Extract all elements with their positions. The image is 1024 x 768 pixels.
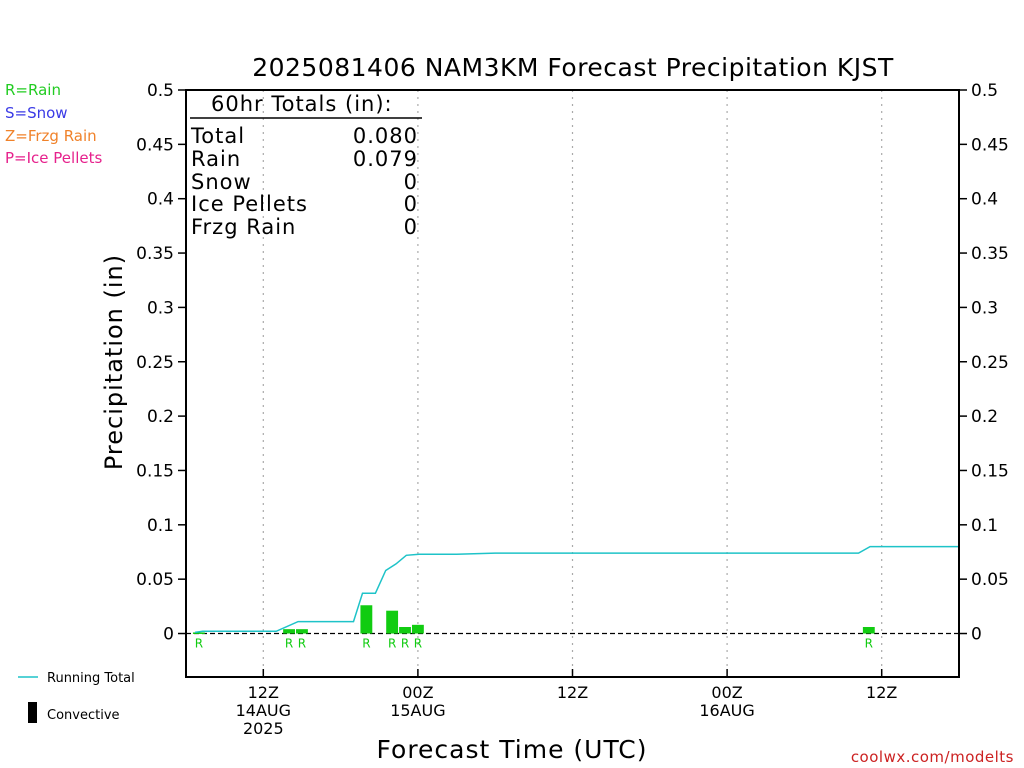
totals-label-total: Total bbox=[190, 124, 245, 148]
precip-type-label-1: R bbox=[285, 637, 293, 651]
totals-label-snow: Snow bbox=[191, 170, 252, 194]
totals-value-ice-pellets: 0 bbox=[404, 192, 418, 216]
x-tick-label-4-0: 12Z bbox=[866, 683, 897, 702]
legend-frzg-rain: Z=Frzg Rain bbox=[5, 127, 97, 145]
bottom-legend: Running Total Convective bbox=[18, 671, 135, 723]
y-tick-label-right-4: 0.2 bbox=[971, 407, 998, 427]
y-tick-label-left-9: 0.45 bbox=[136, 135, 174, 155]
totals-value-total: 0.080 bbox=[353, 124, 418, 148]
y-tick-label-left-10: 0.5 bbox=[147, 81, 174, 101]
running-total-polyline bbox=[194, 545, 959, 634]
totals-label-frzg-rain: Frzg Rain bbox=[191, 215, 296, 239]
precip-type-label-0: R bbox=[195, 637, 203, 651]
y-tick-label-left-4: 0.2 bbox=[147, 407, 174, 427]
x-tick-label-1-0: 00Z bbox=[402, 683, 433, 702]
precip-bar-6 bbox=[411, 624, 424, 634]
y-tick-label-right-2: 0.1 bbox=[971, 516, 998, 536]
precip-bar-2 bbox=[296, 629, 308, 634]
y-tick-label-right-1: 0.05 bbox=[971, 570, 1009, 590]
x-tick-label-0-0: 12Z bbox=[248, 683, 279, 702]
grid-lines bbox=[262, 90, 883, 677]
totals-header: 60hr Totals (in): bbox=[211, 92, 393, 116]
y-tick-label-right-7: 0.35 bbox=[971, 244, 1009, 264]
y-axis-label: Precipitation (in) bbox=[100, 254, 128, 470]
precip-type-label-5: R bbox=[401, 637, 409, 651]
chart-title: 2025081406 NAM3KM Forecast Precipitation… bbox=[252, 53, 894, 82]
y-tick-label-right-9: 0.45 bbox=[971, 135, 1009, 155]
legend-snow: S=Snow bbox=[5, 104, 68, 122]
y-tick-label-right-8: 0.4 bbox=[971, 190, 998, 210]
y-tick-label-left-8: 0.4 bbox=[147, 190, 174, 210]
x-tick-label-1-1: 15AUG bbox=[390, 701, 445, 720]
y-tick-label-left-5: 0.25 bbox=[136, 353, 174, 373]
y-tick-label-left-6: 0.3 bbox=[147, 298, 174, 318]
y-tick-label-right-3: 0.15 bbox=[971, 461, 1009, 481]
totals-box: 60hr Totals (in): Total 0.080 Rain 0.079… bbox=[190, 92, 422, 239]
type-legend: R=Rain S=Snow Z=Frzg Rain P=Ice Pellets bbox=[5, 81, 102, 167]
precip-type-label-2: R bbox=[298, 637, 306, 651]
legend-ice-pellets: P=Ice Pellets bbox=[5, 149, 102, 167]
convective-legend-swatch bbox=[28, 702, 37, 723]
y-tick-label-right-5: 0.25 bbox=[971, 353, 1009, 373]
totals-value-snow: 0 bbox=[404, 170, 418, 194]
x-tick-label-3-0: 00Z bbox=[711, 683, 742, 702]
running-total-legend-label: Running Total bbox=[47, 671, 135, 686]
y-tick-label-left-2: 0.1 bbox=[147, 516, 174, 536]
totals-value-frzg-rain: 0 bbox=[404, 215, 418, 239]
precip-bar-1 bbox=[283, 629, 295, 634]
totals-label-rain: Rain bbox=[191, 147, 241, 171]
precip-type-label-7: R bbox=[865, 637, 873, 651]
x-tick-label-0-1: 14AUG bbox=[236, 701, 291, 720]
precip-bars bbox=[192, 605, 875, 634]
y-axis-ticks: 0 00.05 0.050.1 0.10.15 0.150.2 0.20.25 0.250.… bbox=[136, 81, 1009, 645]
y-tick-label-left-3: 0.15 bbox=[136, 461, 174, 481]
totals-label-ice-pellets: Ice Pellets bbox=[191, 192, 308, 216]
precip-bar-7 bbox=[862, 626, 875, 634]
y-tick-label-right-6: 0.3 bbox=[971, 298, 998, 318]
precip-bar-5 bbox=[399, 626, 411, 634]
y-tick-label-left-0: 0 bbox=[163, 625, 174, 645]
x-tick-label-0-2: 2025 bbox=[243, 719, 284, 738]
precip-type-label-4: R bbox=[388, 637, 396, 651]
x-tick-label-2-0: 12Z bbox=[557, 683, 588, 702]
legend-rain: R=Rain bbox=[5, 81, 61, 99]
y-tick-label-right-10: 0.5 bbox=[971, 81, 998, 101]
convective-legend-label: Convective bbox=[47, 708, 120, 723]
y-tick-label-left-7: 0.35 bbox=[136, 244, 174, 264]
y-tick-label-left-1: 0.05 bbox=[136, 570, 174, 590]
precip-type-label-3: R bbox=[362, 637, 370, 651]
credit-text: coolwx.com/modelts bbox=[851, 748, 1014, 766]
totals-value-rain: 0.079 bbox=[353, 147, 418, 171]
precip-bar-0 bbox=[192, 632, 205, 634]
y-tick-label-right-0: 0 bbox=[971, 625, 982, 645]
x-axis-label: Forecast Time (UTC) bbox=[377, 735, 648, 764]
precip-bar-3 bbox=[360, 605, 373, 634]
running-total-line bbox=[194, 545, 959, 634]
x-tick-label-3-1: 16AUG bbox=[699, 701, 754, 720]
precip-bar-4 bbox=[386, 610, 399, 634]
precip-type-label-6: R bbox=[414, 637, 422, 651]
